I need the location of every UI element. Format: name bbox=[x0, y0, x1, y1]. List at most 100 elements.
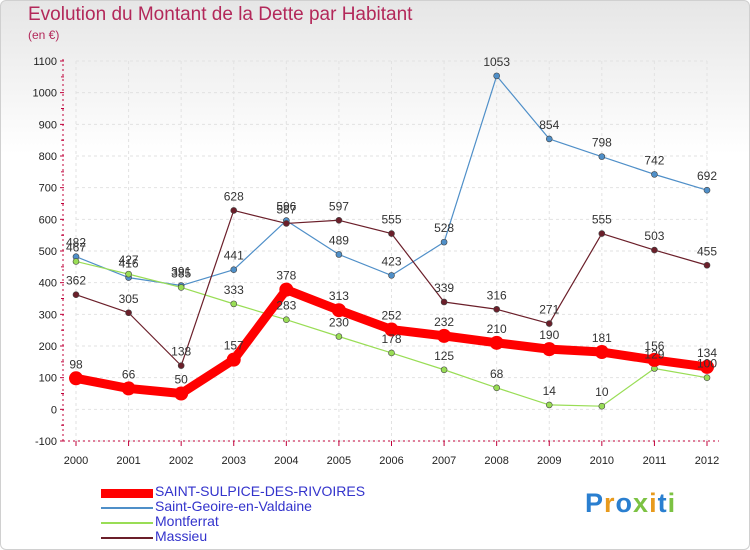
data-label: 416 bbox=[119, 257, 139, 271]
x-tick-label: 2004 bbox=[274, 455, 298, 467]
data-label: 378 bbox=[276, 269, 296, 283]
data-point bbox=[388, 230, 395, 237]
data-point bbox=[598, 153, 606, 160]
data-point bbox=[651, 171, 658, 178]
legend-label: Massieu bbox=[155, 528, 208, 544]
data-label: 232 bbox=[434, 315, 454, 329]
data-label: 129 bbox=[644, 347, 664, 361]
legend-label: Montferrat bbox=[155, 513, 219, 529]
y-tick-label: 100 bbox=[39, 373, 57, 385]
data-label: 14 bbox=[543, 384, 557, 398]
axis-layer: -100 0 100 200 300 400 500 600 700 800 900 1000 1100… bbox=[33, 56, 720, 467]
data-point bbox=[125, 270, 132, 278]
data-point bbox=[331, 303, 346, 318]
data-label: 467 bbox=[66, 240, 86, 254]
x-tick-label: 2003 bbox=[222, 455, 246, 467]
data-label: 156 bbox=[644, 339, 664, 353]
data-point bbox=[493, 384, 500, 392]
data-label: 98 bbox=[69, 357, 83, 371]
data-point bbox=[72, 291, 80, 299]
data-point bbox=[335, 251, 343, 258]
data-label: 596 bbox=[276, 200, 296, 214]
chart-subtitle: (en €) bbox=[28, 28, 60, 42]
data-label: 68 bbox=[490, 367, 504, 381]
data-label: 482 bbox=[66, 236, 86, 250]
legend-swatch bbox=[101, 522, 153, 524]
data-point bbox=[545, 135, 553, 143]
x-tick-label: 2011 bbox=[643, 455, 667, 467]
data-label: 66 bbox=[122, 367, 136, 381]
y-tick-label: 900 bbox=[39, 119, 57, 131]
data-label: 50 bbox=[174, 373, 188, 387]
data-point bbox=[230, 266, 238, 273]
data-point bbox=[335, 333, 343, 340]
proxiti-logo: Proxiti bbox=[585, 488, 676, 519]
data-point bbox=[388, 349, 395, 357]
data-label: 283 bbox=[276, 299, 296, 313]
data-point bbox=[598, 230, 606, 237]
data-label: 628 bbox=[224, 189, 244, 203]
data-label: 313 bbox=[329, 289, 349, 303]
data-label: 210 bbox=[487, 322, 507, 336]
data-point bbox=[493, 72, 500, 80]
data-point bbox=[177, 284, 185, 291]
data-label: 587 bbox=[276, 202, 296, 216]
data-point bbox=[384, 322, 399, 337]
data-point bbox=[545, 401, 553, 409]
data-label: 555 bbox=[592, 213, 612, 227]
data-point bbox=[440, 366, 448, 374]
logo-letter: t bbox=[657, 488, 668, 518]
data-point bbox=[493, 305, 500, 313]
data-label: 391 bbox=[171, 265, 191, 279]
x-tick-label: 2008 bbox=[484, 455, 508, 467]
data-point bbox=[489, 335, 504, 350]
data-point bbox=[545, 320, 553, 327]
x-tick-label: 2001 bbox=[116, 455, 140, 467]
grid-layer bbox=[75, 60, 708, 442]
data-label: 125 bbox=[434, 349, 454, 363]
logo-letter: P bbox=[585, 488, 605, 518]
data-point bbox=[69, 371, 83, 386]
x-tick-label: 2009 bbox=[537, 455, 561, 467]
data-label: 503 bbox=[644, 229, 664, 243]
data-point bbox=[388, 272, 395, 279]
data-label-layer: 482 416 391 441 596 489 423 528 1053 854 798 742 692… bbox=[66, 55, 717, 399]
data-point bbox=[440, 238, 448, 246]
data-point bbox=[230, 207, 238, 214]
data-point bbox=[230, 300, 238, 308]
y-tick-label: 700 bbox=[39, 183, 57, 195]
data-label: 742 bbox=[644, 153, 664, 167]
y-tick-label: 200 bbox=[39, 341, 57, 353]
data-point bbox=[174, 386, 189, 401]
y-tick-label: 1100 bbox=[33, 56, 57, 68]
y-tick-label: 0 bbox=[51, 404, 57, 416]
series-layer bbox=[69, 72, 714, 410]
data-point bbox=[700, 359, 714, 374]
data-point bbox=[703, 374, 711, 381]
data-point bbox=[651, 246, 658, 254]
x-tick-label: 2002 bbox=[169, 455, 193, 467]
data-point bbox=[283, 220, 290, 227]
data-label: 423 bbox=[381, 254, 401, 268]
data-label: 798 bbox=[592, 136, 612, 150]
data-label: 190 bbox=[539, 328, 559, 342]
data-label: 305 bbox=[119, 292, 139, 306]
data-point bbox=[703, 261, 711, 269]
data-point bbox=[437, 328, 452, 343]
data-label: 455 bbox=[697, 244, 717, 258]
logo-letter: x bbox=[633, 488, 650, 518]
data-label: 489 bbox=[329, 233, 349, 247]
data-point bbox=[72, 258, 80, 265]
data-label: 181 bbox=[592, 331, 612, 345]
legend-label: SAINT-SULPICE-DES-RIVOIRES bbox=[155, 483, 366, 499]
y-tick-label: 1000 bbox=[33, 88, 57, 100]
logo-letter: i bbox=[667, 488, 677, 518]
y-tick-label: 400 bbox=[39, 278, 57, 290]
data-label: 252 bbox=[381, 309, 401, 323]
logo-letter: i bbox=[649, 488, 658, 518]
data-label: 230 bbox=[329, 316, 349, 330]
y-tick-label: 800 bbox=[39, 151, 57, 163]
y-tick-label: 500 bbox=[39, 246, 57, 258]
data-point bbox=[283, 316, 290, 324]
